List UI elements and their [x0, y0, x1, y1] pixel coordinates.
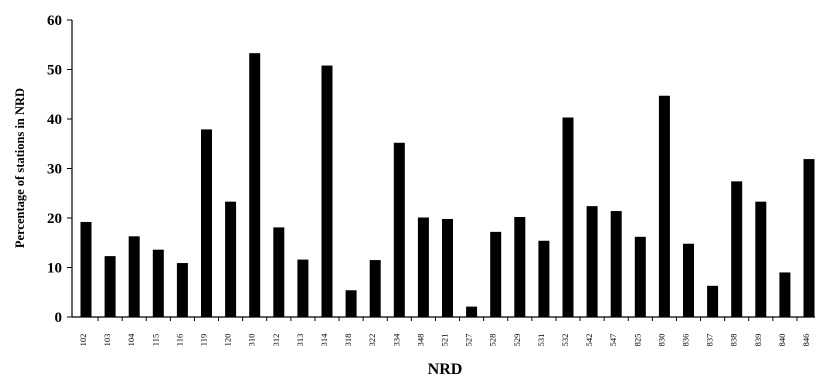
x-tick-label: 322 [367, 334, 377, 347]
x-tick-label: 836 [681, 334, 691, 347]
bar-314 [321, 65, 333, 317]
x-tick-label: 314 [319, 333, 329, 347]
bar-528 [490, 231, 502, 317]
bar-313 [297, 259, 309, 317]
x-tick-label: 120 [223, 334, 233, 347]
bar-825 [634, 236, 646, 317]
bar-532 [562, 117, 574, 318]
x-tick-label: 116 [174, 334, 184, 346]
x-tick-label: 115 [150, 334, 160, 346]
x-tick-label: 529 [512, 334, 522, 347]
x-tick-label: 334 [391, 333, 401, 347]
bar-527 [466, 306, 478, 317]
x-tick-label: 846 [801, 334, 811, 347]
x-tick-label: 830 [656, 334, 666, 347]
y-tick-label: 30 [47, 162, 62, 178]
y-tick-label: 40 [47, 112, 62, 128]
x-tick-label: 839 [753, 334, 763, 347]
x-tick-label: 527 [464, 334, 474, 347]
x-tick-label: 102 [78, 334, 88, 347]
x-tick-label: 840 [777, 334, 787, 347]
x-tick-label: 531 [536, 334, 546, 347]
x-tick-label: 547 [608, 334, 618, 347]
x-tick-label: 838 [729, 334, 739, 347]
x-tick-label: 837 [705, 334, 715, 347]
x-tick-label: 521 [440, 334, 450, 347]
bar-312 [273, 227, 285, 317]
y-tick-label: 20 [47, 211, 62, 227]
bar-521 [442, 218, 453, 317]
bar-531 [538, 240, 550, 317]
bar-334 [393, 142, 405, 317]
bar-103 [104, 256, 116, 317]
x-tick-label: 310 [247, 334, 257, 347]
x-tick-label: 528 [488, 334, 498, 347]
x-tick-label: 104 [126, 333, 136, 347]
bar-837 [707, 285, 719, 317]
y-axis-title: Percentage of stations in NRD [13, 88, 27, 248]
bar-348 [417, 217, 429, 317]
y-tick-label: 50 [47, 63, 62, 79]
bar-322 [369, 260, 381, 317]
bar-310 [249, 53, 261, 318]
bar-120 [225, 201, 237, 317]
bar-542 [586, 206, 598, 317]
y-tick-label: 10 [47, 261, 62, 277]
x-axis-title: NRD [428, 361, 463, 378]
bar-102 [80, 221, 92, 317]
bar-846 [803, 159, 815, 317]
x-tick-label: 313 [295, 334, 305, 347]
bar-104 [128, 236, 140, 317]
x-tick-label: 825 [632, 334, 642, 347]
y-axis-ticks: 0 10 20 30 40 50 60 [47, 13, 72, 326]
y-tick-label: 0 [55, 310, 63, 326]
bar-547 [610, 211, 622, 317]
bar-839 [755, 201, 767, 317]
x-tick-label: 119 [199, 334, 209, 346]
bar-119 [201, 129, 212, 317]
bar-115 [152, 249, 164, 317]
bar-318 [345, 290, 357, 317]
x-tick-label: 318 [343, 334, 353, 347]
bar-116 [176, 263, 188, 317]
x-tick-label: 103 [102, 334, 112, 347]
bar-529 [514, 217, 526, 317]
bar-838 [731, 181, 743, 317]
x-tick-label: 348 [415, 334, 425, 347]
bar-830 [658, 95, 670, 318]
y-tick-label: 60 [47, 13, 62, 29]
x-tick-label: 532 [560, 334, 570, 347]
x-axis-ticks: 102 103 104 115 116 119 120 310 312 313 314 318 322 3… [78, 317, 811, 346]
x-tick-label: 542 [584, 334, 594, 347]
bars-group [80, 53, 815, 318]
bar-836 [683, 243, 694, 317]
bar-840 [779, 272, 791, 317]
x-tick-label: 312 [271, 334, 281, 347]
